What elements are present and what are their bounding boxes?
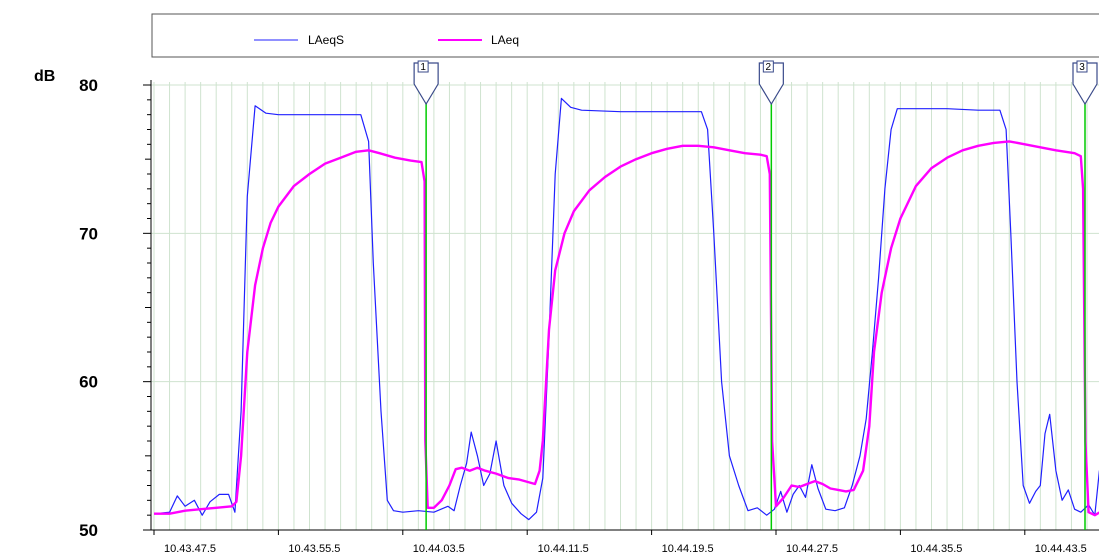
x-tick-label: 10.44.19.5	[662, 543, 714, 555]
x-tick-label: 10.44.11.5	[538, 543, 589, 555]
marker-flag	[1072, 62, 1098, 106]
legend-label-laeqs: LAeqS	[308, 33, 344, 47]
marker-label: 2	[766, 62, 772, 73]
x-tick-label: 10.44.03.5	[413, 543, 465, 555]
legend-label-laeq: LAeq	[491, 33, 519, 47]
y-tick-label: 70	[79, 224, 98, 243]
grid	[151, 82, 1099, 531]
marker-label: 3	[1079, 62, 1085, 73]
legend-frame	[151, 13, 1099, 58]
series-line-laeqs	[153, 97, 1099, 521]
legend: LAeqS LAeq	[151, 13, 1099, 58]
axes: 50 60 70 80 10.43.47.5 10.43.55.5 10.44.03.5 10…	[79, 76, 1099, 555]
x-tick-label: 10.44.35.5	[910, 543, 962, 555]
marker-label-box	[762, 60, 774, 73]
x-tick-label: 10.43.55.5	[288, 543, 340, 555]
x-tick-label: 10.44.43.5	[1035, 543, 1087, 555]
x-tick-label: 10.44.27.5	[786, 543, 838, 555]
marker-label: 1	[420, 62, 426, 73]
y-tick-label: 60	[79, 373, 98, 392]
marker-flag	[413, 62, 439, 106]
y-tick-label: 50	[79, 521, 98, 540]
marker-flag	[758, 62, 784, 106]
marker-label-box	[417, 60, 429, 73]
series-line-laeq	[154, 140, 1099, 517]
x-tick-label: 10.43.47.5	[164, 543, 216, 555]
cursor-markers: 1 2 3	[413, 60, 1098, 530]
marker-label-box	[1076, 60, 1088, 73]
series-lines	[153, 97, 1099, 521]
y-unit-label: dB	[34, 68, 55, 85]
y-tick-label: 80	[79, 76, 98, 95]
